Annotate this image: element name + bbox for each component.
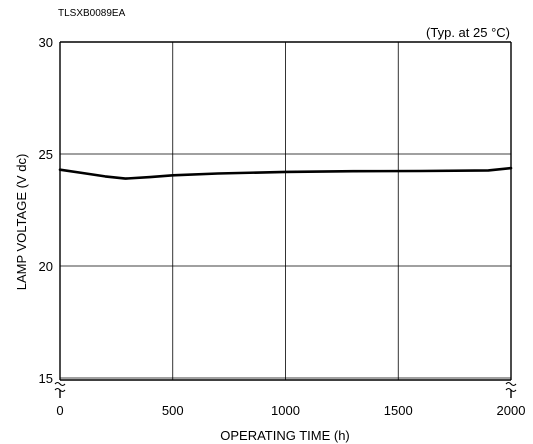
x-tick-label-500: 500: [162, 403, 184, 418]
y-axis-label: LAMP VOLTAGE (V dc): [14, 154, 29, 291]
figure-code: TLSXB0089EA: [58, 8, 126, 19]
x-tick-label-1000: 1000: [271, 403, 300, 418]
x-tick-label-1500: 1500: [384, 403, 413, 418]
x-tick-label-0: 0: [56, 403, 63, 418]
x-axis-label: OPERATING TIME (h): [220, 428, 350, 443]
grid-lines: [60, 42, 511, 380]
x-tick-label-2000: 2000: [497, 403, 526, 418]
axis-break-mark-right-1: [505, 381, 517, 387]
axis-break-mark-left-1: [54, 381, 66, 387]
y-tick-label-20: 20: [39, 259, 53, 274]
plot-frame: [59, 41, 512, 381]
tick-labels: 15 20 25 30 0 500 1000 1500 2000: [39, 35, 526, 418]
series-line-1: [58, 166, 513, 180]
axis-break-gap-right: [506, 384, 516, 390]
conditions-annotation: (Typ. at 25 °C): [426, 25, 510, 40]
series-layer: [58, 166, 513, 180]
y-tick-label-30: 30: [39, 35, 53, 50]
y-tick-label-25: 25: [39, 147, 53, 162]
axis-break-marks: [54, 381, 517, 398]
axis-break-gap-left: [55, 384, 65, 390]
y-tick-label-15: 15: [39, 371, 53, 386]
